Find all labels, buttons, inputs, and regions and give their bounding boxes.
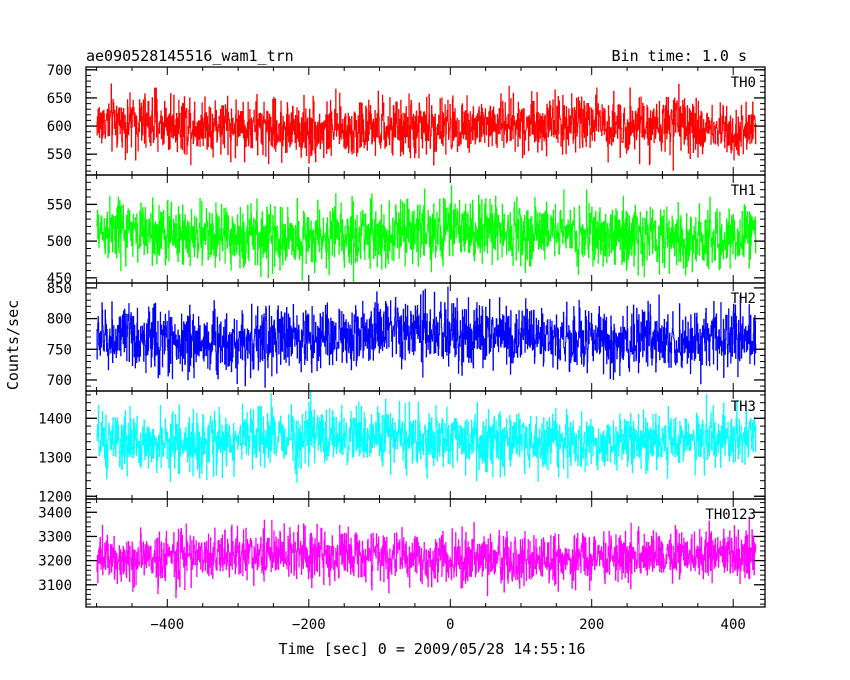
y-tick-label: 1300: [38, 450, 72, 466]
y-tick-label: 700: [47, 63, 72, 79]
chart-title: ae090528145516_wam1_trn: [86, 47, 294, 65]
y-tick-label: 600: [47, 119, 72, 135]
y-tick-label: 3200: [38, 554, 72, 570]
series-line-th1: [96, 185, 757, 282]
panel-label-th3: TH3: [731, 399, 756, 415]
x-tick-label: 400: [721, 617, 746, 633]
panel-th2: 700 750 800 850 TH2: [47, 281, 766, 392]
y-tick-label: 3100: [38, 578, 72, 594]
y-axis-label: Counts/sec: [4, 300, 22, 390]
panels-group: 550 600 650 700 TH0 450 500 550 TH1 700 750 800 850 T…: [38, 63, 766, 608]
x-axis-label: Time [sec] 0 = 2009/05/28 14:55:16: [278, 640, 585, 658]
panel-th0123: 3100 3200 3300 3400 TH0123: [38, 498, 766, 608]
series-line-th0123: [96, 516, 757, 598]
series-line-th3: [96, 391, 757, 483]
y-tick-label: 550: [47, 147, 72, 163]
y-tick-label: 750: [47, 342, 72, 358]
y-tick-label: 3300: [38, 529, 72, 545]
y-tick-label: 1200: [38, 489, 72, 505]
panel-frame: [85, 498, 766, 608]
y-tick-label: 650: [47, 91, 72, 107]
series-line-th2: [96, 286, 757, 388]
y-tick-label: 1400: [38, 411, 72, 427]
x-tick-label: −200: [292, 617, 326, 633]
series-line-th0: [96, 83, 757, 171]
panel-label-th1: TH1: [731, 183, 756, 199]
x-tick-label: −400: [150, 617, 184, 633]
y-tick-label: 3400: [38, 505, 72, 521]
y-tick-label: 550: [47, 197, 72, 213]
panel-label-th0123: TH0123: [705, 507, 756, 523]
y-tick-label: 450: [47, 271, 72, 287]
x-axis: −400 −200 0 200 400: [150, 617, 745, 633]
panel-th0: 550 600 650 700 TH0: [47, 63, 766, 176]
panel-label-th2: TH2: [731, 291, 756, 307]
y-tick-label: 700: [47, 373, 72, 389]
y-tick-label: 850: [47, 281, 72, 297]
y-tick-label: 500: [47, 234, 72, 250]
panel-th3: 1200 1300 1400 TH3: [38, 390, 766, 505]
y-tick-label: 800: [47, 312, 72, 328]
bin-time-label: Bin time: 1.0 s: [612, 47, 747, 65]
panel-th1: 450 500 550 TH1: [47, 174, 766, 287]
x-tick-label: 0: [446, 617, 454, 633]
panel-label-th0: TH0: [731, 75, 756, 91]
x-tick-label: 200: [579, 617, 604, 633]
